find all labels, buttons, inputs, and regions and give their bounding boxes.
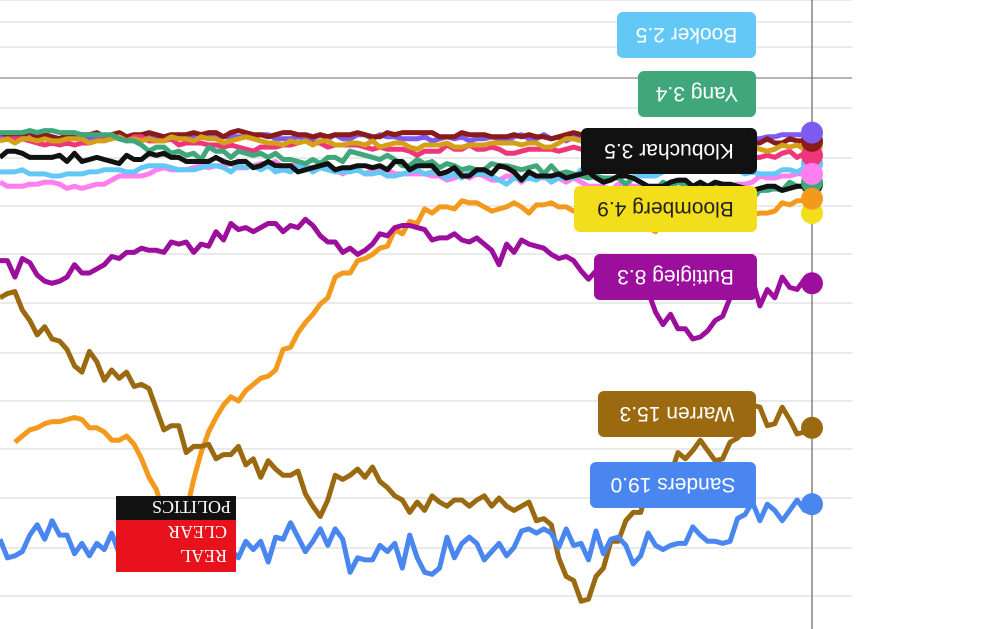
label-box (581, 128, 757, 174)
label-bloomberg: Bloomberg 4.9 (574, 186, 757, 232)
label-text: Klobuchar 3.5 (604, 139, 734, 162)
end-marker-warren[interactable] (801, 416, 823, 439)
label-buttigieg: Buttigieg 8.3 (594, 254, 757, 300)
end-marker-candidate[interactable] (801, 187, 823, 210)
logo-line-real: REAL (180, 546, 227, 566)
series-line-warren (0, 289, 814, 604)
series-line-buttigieg (0, 216, 814, 342)
end-marker-candidate[interactable] (801, 121, 823, 144)
label-box (617, 12, 756, 58)
label-text: Sanders 19.0 (611, 473, 736, 496)
end-markers (801, 121, 823, 516)
label-box (590, 462, 756, 508)
label-yang: Yang 3.4 (638, 71, 756, 117)
label-text: Bloomberg 4.9 (597, 197, 734, 220)
label-klobuchar: Klobuchar 3.5 (581, 128, 757, 174)
label-box (598, 391, 756, 437)
label-box (594, 254, 757, 300)
end-marker-sanders[interactable] (801, 493, 823, 516)
logo-line-clear: CLEAR (168, 522, 227, 542)
label-text: Yang 3.4 (655, 82, 738, 105)
label-text: Booker 2.5 (636, 23, 738, 46)
label-text: Warren 15.3 (620, 402, 735, 425)
realclearpolitics-logo: REAL CLEAR POLITICS (116, 496, 236, 572)
label-box (574, 186, 757, 232)
logo-black-band (116, 496, 236, 520)
end-marker-candidate[interactable] (801, 162, 823, 185)
label-warren: Warren 15.3 (598, 391, 756, 437)
series-line-klobuchar (0, 148, 813, 193)
series-labels: Sanders 19.0 Warren 15.3 Buttigieg 8.3 Bloo… (574, 12, 757, 508)
logo-red-block (116, 520, 236, 572)
label-booker: Booker 2.5 (617, 12, 756, 58)
label-text: Buttigieg 8.3 (617, 265, 734, 288)
end-marker-buttigieg[interactable] (801, 272, 823, 295)
logo-line-politics: POLITICS (152, 497, 231, 517)
label-box (638, 71, 756, 117)
label-sanders: Sanders 19.0 (590, 462, 756, 508)
